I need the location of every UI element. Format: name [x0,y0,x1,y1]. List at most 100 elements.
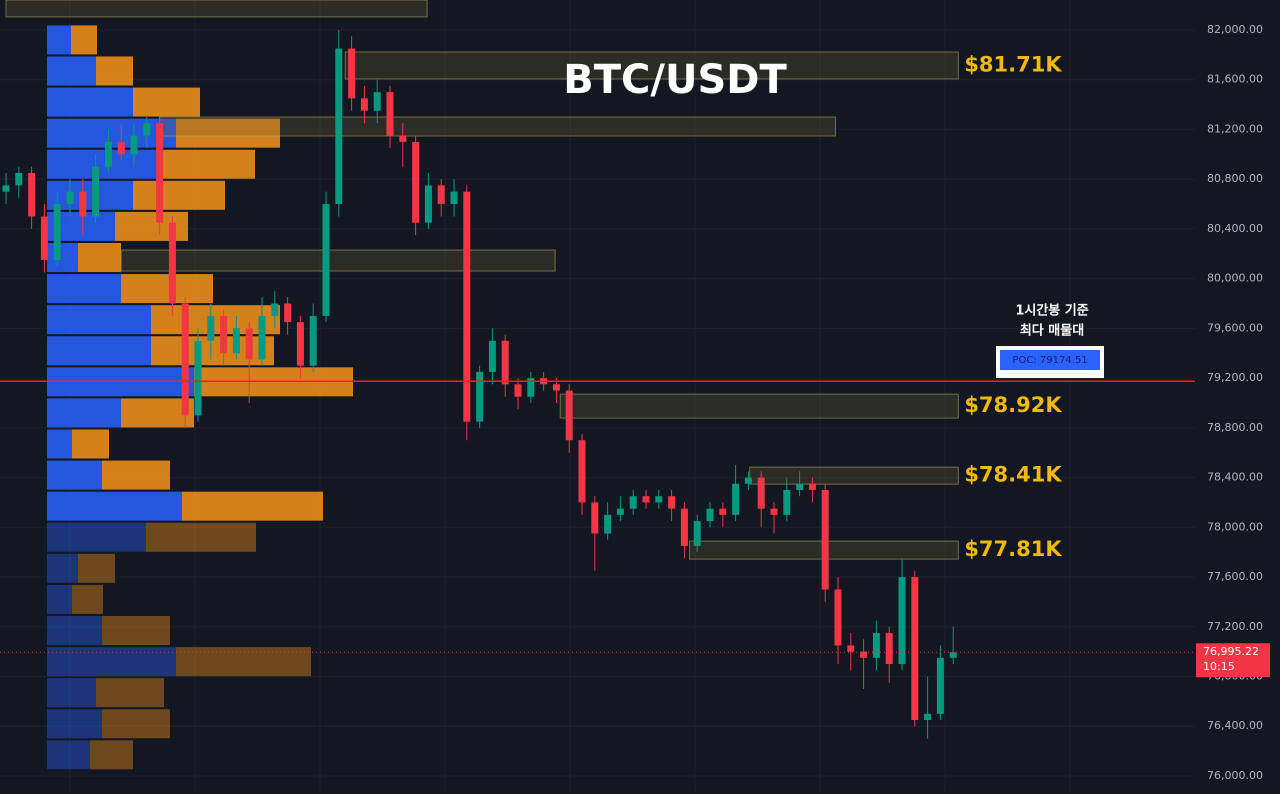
overlays: $81.71K $78.92K $78.41K $77.81K POC: 79174.5… [0,52,1270,678]
candle-body [143,123,151,136]
candles [2,29,957,739]
profile-buy [47,709,102,739]
candle-body [501,340,509,385]
y-tick-label: 79,600.00 [1207,321,1263,334]
y-tick-label: 78,800.00 [1207,421,1263,434]
candle-body [770,508,778,515]
profile-buy [47,460,102,490]
candle-body [514,384,522,397]
profile-buy [47,647,176,677]
candle-body [15,172,23,186]
y-tick-label: 80,400.00 [1207,222,1263,235]
y-tick-label: 82,000.00 [1207,23,1263,36]
candle-body [949,652,957,658]
last-price-label: 76,995.22 [1203,645,1259,658]
candle-body [66,191,74,205]
profile-buy [47,180,133,210]
candle-body [2,185,10,192]
candle-body [53,204,61,260]
profile-sell [151,336,274,366]
candle-body [680,508,688,546]
profile-buy [47,429,72,459]
y-tick-label: 79,200.00 [1207,371,1263,384]
zone-label: $77.81K [964,537,1062,561]
candle-body [40,216,48,260]
profile-buy [47,522,146,552]
candle-body [309,315,317,366]
profile-buy [47,305,151,335]
candle-body [437,185,445,205]
candle-body [911,577,919,721]
y-tick-label: 81,200.00 [1207,122,1263,135]
profile-sell [72,584,103,614]
candle-body [412,141,420,223]
candle-body [79,191,87,217]
candle-body [335,48,343,205]
candle-body [642,496,650,503]
y-tick-label: 76,400.00 [1207,719,1263,732]
profile-sell [176,118,280,148]
candle-body [232,328,240,354]
zone [5,0,428,18]
profile-sell [157,149,255,179]
profile-sell [78,553,115,583]
candle-body [732,483,740,515]
y-tick-label: 80,800.00 [1207,172,1263,185]
zone [559,393,959,419]
profile-sell [96,56,133,86]
candle-body [296,322,304,366]
candle-body [552,384,560,391]
candle-body [565,390,573,441]
zone [344,51,959,80]
candle-body [168,222,176,304]
profile-sell [90,740,133,770]
profile-sell [102,616,170,646]
profile-buy [47,56,96,86]
profile-buy [47,553,78,583]
profile-buy [47,274,121,304]
candle-body [28,172,36,217]
candle-body [463,191,471,422]
profile-buy [47,242,78,272]
zone [159,116,836,137]
candle-body [668,496,676,509]
last-price-time: 10:15 [1203,660,1235,673]
zone [120,249,556,272]
candle-body [207,315,215,341]
candle-body [220,315,228,354]
profile-sell [78,242,121,272]
profile-buy [47,149,157,179]
candle-body [885,632,893,665]
volume-profile [47,25,353,770]
candle-body [424,185,432,223]
candle-body [578,440,586,503]
profile-buy [47,491,182,521]
candle-body [706,508,714,522]
profile-buy [47,25,71,55]
candle-body [719,508,727,515]
poc-label: POC: 79174.51 [1012,355,1087,366]
profile-sell [115,211,188,241]
last-price-tag [1196,643,1270,678]
candle-body [527,378,535,397]
profile-sell [71,25,97,55]
candle-body [156,123,164,223]
zone [749,466,959,485]
candle-body [898,577,906,665]
profile-sell [72,429,109,459]
profile-sell [182,491,323,521]
candle-body [399,135,407,142]
candle-body [655,496,663,503]
profile-sell [133,87,200,117]
profile-buy [47,584,72,614]
candle-body [322,204,330,316]
candle-body [604,514,612,534]
y-tick-label: 81,600.00 [1207,73,1263,86]
y-tick-label: 77,600.00 [1207,570,1263,583]
profile-buy [47,678,96,708]
candle-body [284,303,292,323]
candle-body [821,490,829,590]
candle-body [245,328,253,360]
